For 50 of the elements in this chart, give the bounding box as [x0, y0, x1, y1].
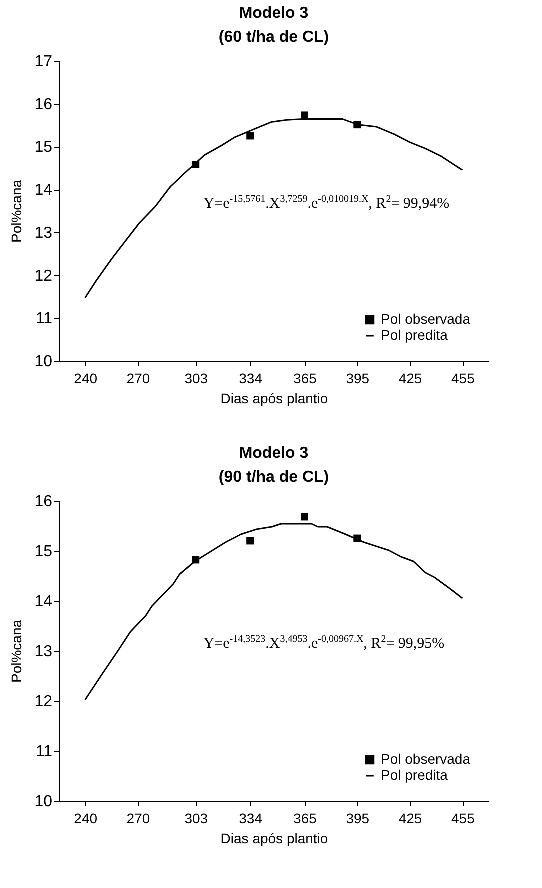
x-tick-label: 395: [346, 370, 370, 386]
y-tick-label: 13: [34, 644, 53, 660]
point: [246, 537, 254, 545]
x-tick-label: 303: [184, 810, 208, 826]
chart-title: Modelo 3: [239, 445, 309, 462]
y-tick-label: 15: [34, 139, 53, 156]
x-tick-label: 365: [294, 370, 318, 386]
x-tick-label: 270: [126, 370, 150, 386]
x-tick-label: 455: [451, 810, 476, 826]
y-tick-label: 14: [34, 594, 53, 610]
x-tick-label: 334: [239, 370, 263, 386]
line-series: [84, 523, 464, 701]
x-axis-title: Dias após plantio: [220, 830, 328, 846]
y-tick-label: 10: [34, 794, 53, 810]
y-tick-label: 12: [34, 694, 53, 710]
point: [246, 132, 254, 140]
x-tick-label: 425: [398, 370, 422, 386]
text: Y=e$^{-15,5761}$.X$^{3,7259}$.e$^{-0,010019.X}$, R$^{2}$= 99,94%: [204, 194, 450, 212]
x-axis-title: Dias após plantio: [220, 390, 328, 406]
y-tick-label: 11: [36, 310, 53, 328]
y-tick-label: 16: [34, 494, 53, 510]
x-tick-label: 395: [346, 810, 370, 826]
x-tick-label: 334: [239, 810, 263, 826]
y-tick-label: 16: [34, 96, 53, 114]
text: Y=e$^{-14,3523}$.X$^{3,4953}$.e$^{-0,00967.X}$, R$^{2}$= 99,95%: [204, 634, 445, 652]
y-tick-label: 14: [34, 182, 53, 200]
y-tick-label: 10: [34, 354, 53, 370]
y-tick-label: 17: [34, 54, 53, 70]
chart-title: Modelo 3: [239, 5, 309, 22]
x-tick-label: 425: [398, 810, 422, 826]
y-axis-title: Pol%cana: [8, 180, 25, 244]
chart-subtitle: (60 t/ha de CL): [218, 29, 330, 46]
x-tick-label: 365: [294, 810, 318, 826]
legend-label: Pol predita: [381, 767, 448, 783]
y-tick-label: 11: [36, 744, 53, 760]
x-tick-label: 270: [126, 810, 150, 826]
point: [301, 112, 308, 120]
legend-label: Pol observada: [381, 311, 471, 327]
x-tick-label: 240: [74, 370, 98, 386]
chart-subtitle: (90 t/ha de CL): [218, 469, 330, 486]
point: [301, 513, 308, 521]
legend-label: Pol predita: [381, 327, 448, 343]
x-tick-label: 455: [451, 370, 476, 386]
y-axis-title: Pol%cana: [8, 620, 25, 684]
y-tick-label: 12: [34, 268, 53, 285]
x-tick-label: 240: [74, 810, 98, 826]
y-tick-label: 15: [34, 544, 53, 560]
x-tick-label: 303: [184, 370, 208, 386]
y-tick-label: 13: [34, 224, 53, 242]
legend-label: Pol observada: [381, 751, 471, 767]
